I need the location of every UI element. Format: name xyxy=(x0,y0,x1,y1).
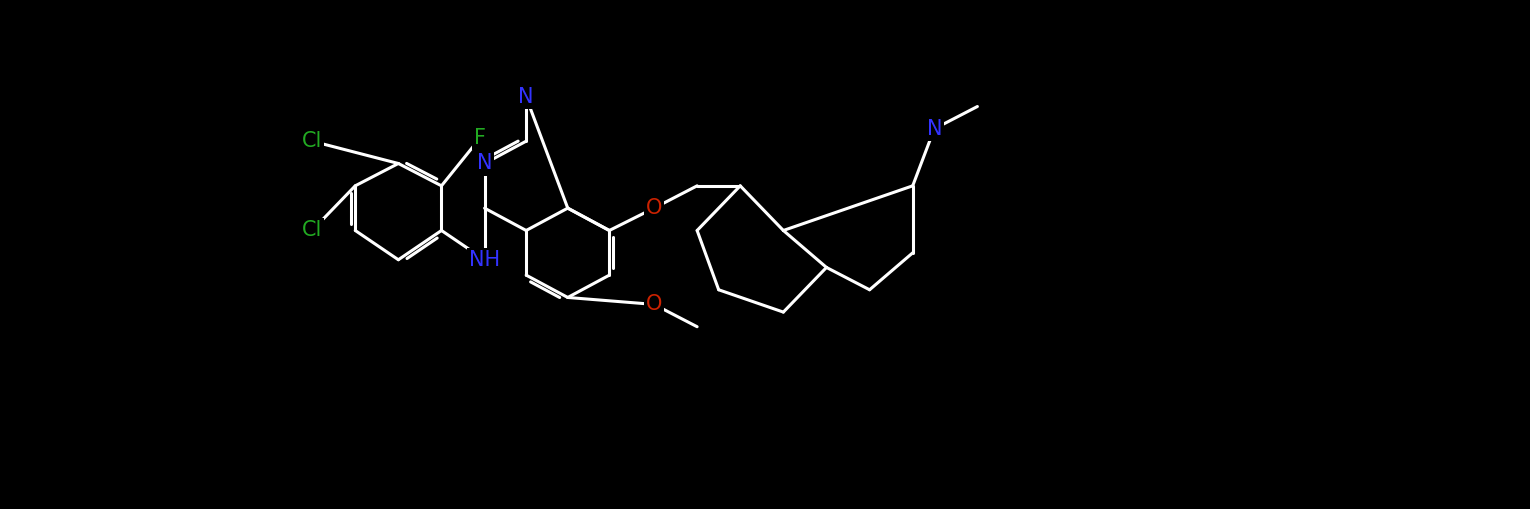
Text: N: N xyxy=(927,119,942,139)
Text: NH: NH xyxy=(470,250,500,270)
Text: Cl: Cl xyxy=(301,220,323,240)
Text: N: N xyxy=(519,87,534,107)
Text: F: F xyxy=(474,128,487,148)
Text: N: N xyxy=(477,154,493,174)
Text: O: O xyxy=(646,198,662,218)
Text: Cl: Cl xyxy=(301,131,323,151)
Text: O: O xyxy=(646,294,662,315)
